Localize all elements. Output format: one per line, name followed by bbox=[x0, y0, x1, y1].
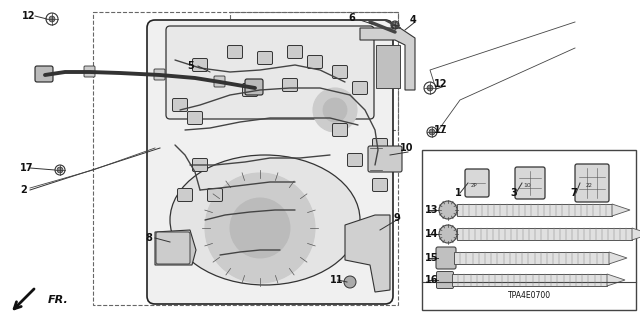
Text: 10: 10 bbox=[400, 143, 413, 153]
FancyBboxPatch shape bbox=[353, 82, 367, 94]
Polygon shape bbox=[607, 274, 625, 286]
FancyBboxPatch shape bbox=[188, 111, 202, 124]
FancyBboxPatch shape bbox=[452, 274, 607, 286]
Text: 5: 5 bbox=[187, 61, 194, 71]
FancyBboxPatch shape bbox=[245, 79, 263, 95]
Text: 13: 13 bbox=[425, 205, 438, 215]
Polygon shape bbox=[612, 204, 630, 216]
FancyBboxPatch shape bbox=[436, 271, 454, 289]
Polygon shape bbox=[632, 228, 640, 240]
Text: TPA4E0700: TPA4E0700 bbox=[508, 291, 552, 300]
Circle shape bbox=[344, 276, 356, 288]
Text: 17: 17 bbox=[434, 125, 447, 135]
FancyBboxPatch shape bbox=[154, 69, 165, 80]
FancyBboxPatch shape bbox=[166, 26, 374, 119]
Text: 9: 9 bbox=[393, 213, 400, 223]
Circle shape bbox=[439, 225, 457, 243]
FancyBboxPatch shape bbox=[227, 45, 243, 59]
FancyBboxPatch shape bbox=[333, 124, 348, 137]
FancyBboxPatch shape bbox=[193, 59, 207, 71]
FancyBboxPatch shape bbox=[457, 204, 612, 216]
Text: 7: 7 bbox=[570, 188, 577, 198]
Text: 10: 10 bbox=[523, 182, 531, 188]
FancyBboxPatch shape bbox=[436, 247, 456, 269]
FancyBboxPatch shape bbox=[177, 188, 193, 202]
Text: 17: 17 bbox=[20, 163, 33, 173]
FancyBboxPatch shape bbox=[515, 167, 545, 199]
FancyBboxPatch shape bbox=[84, 66, 95, 77]
Polygon shape bbox=[376, 45, 400, 88]
Text: 8: 8 bbox=[145, 233, 152, 243]
Circle shape bbox=[427, 85, 433, 91]
FancyBboxPatch shape bbox=[368, 146, 402, 172]
FancyBboxPatch shape bbox=[307, 55, 323, 68]
Circle shape bbox=[392, 22, 398, 28]
Circle shape bbox=[49, 16, 55, 22]
FancyBboxPatch shape bbox=[257, 52, 273, 65]
Text: 12: 12 bbox=[434, 79, 447, 89]
Polygon shape bbox=[609, 252, 627, 264]
FancyBboxPatch shape bbox=[372, 139, 387, 151]
Ellipse shape bbox=[170, 155, 360, 285]
Circle shape bbox=[429, 129, 435, 135]
Circle shape bbox=[205, 173, 315, 283]
Text: 2P: 2P bbox=[470, 182, 477, 188]
Text: 15: 15 bbox=[425, 253, 438, 263]
Polygon shape bbox=[360, 28, 415, 90]
FancyBboxPatch shape bbox=[214, 76, 225, 87]
Circle shape bbox=[230, 198, 290, 258]
FancyBboxPatch shape bbox=[243, 84, 257, 97]
FancyBboxPatch shape bbox=[348, 154, 362, 166]
Text: 12: 12 bbox=[22, 11, 35, 21]
FancyBboxPatch shape bbox=[333, 66, 348, 78]
FancyBboxPatch shape bbox=[207, 188, 223, 202]
FancyBboxPatch shape bbox=[287, 45, 303, 59]
Text: 3: 3 bbox=[510, 188, 516, 198]
Text: 2: 2 bbox=[20, 185, 27, 195]
FancyBboxPatch shape bbox=[282, 78, 298, 92]
Polygon shape bbox=[155, 230, 196, 265]
FancyBboxPatch shape bbox=[457, 228, 632, 240]
Polygon shape bbox=[345, 215, 390, 292]
FancyBboxPatch shape bbox=[193, 158, 207, 172]
Circle shape bbox=[439, 201, 457, 219]
FancyBboxPatch shape bbox=[173, 99, 188, 111]
Circle shape bbox=[57, 167, 63, 173]
FancyBboxPatch shape bbox=[156, 232, 190, 264]
Text: 11: 11 bbox=[330, 275, 344, 285]
FancyBboxPatch shape bbox=[35, 66, 53, 82]
FancyBboxPatch shape bbox=[454, 252, 609, 264]
Text: 6: 6 bbox=[348, 13, 355, 23]
Text: 22: 22 bbox=[586, 182, 593, 188]
FancyBboxPatch shape bbox=[147, 20, 393, 304]
FancyBboxPatch shape bbox=[575, 164, 609, 202]
Text: 16: 16 bbox=[425, 275, 438, 285]
Text: FR.: FR. bbox=[48, 295, 68, 305]
Text: 4: 4 bbox=[410, 15, 417, 25]
Circle shape bbox=[313, 88, 357, 132]
Text: 14: 14 bbox=[425, 229, 438, 239]
FancyBboxPatch shape bbox=[465, 169, 489, 197]
Text: 1: 1 bbox=[455, 188, 461, 198]
Circle shape bbox=[323, 98, 347, 122]
FancyBboxPatch shape bbox=[372, 179, 387, 191]
